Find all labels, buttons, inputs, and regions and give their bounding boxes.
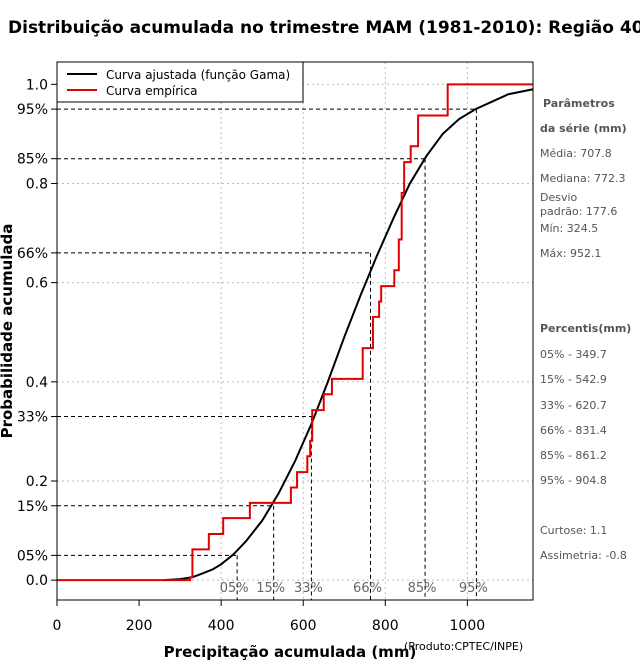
y-tick-label-9: 15% [17,499,48,515]
plot-frame [56,61,534,601]
percentile-guides: 05% 15% 33% 66% 85% 95% [57,108,488,600]
stat-assimetria: Assimetria: -0.8 [540,549,627,562]
stat-mediana: Mediana: 772.3 [540,172,626,185]
percentile-marker-label-2: 33% [294,581,323,596]
x-tick-label-0: 0 [53,618,62,634]
y-tick-label-8: 0.2 [26,474,48,490]
percentil-85: 85% - 861.2 [540,449,607,462]
stat-desvio-line1: Desvio [540,191,578,204]
y-tick-label-0: 1.0 [26,77,48,93]
series-line-1 [57,83,533,582]
y-tick-label-1: 95% [17,102,48,118]
y-tick-label-2: 85% [17,152,48,168]
x-tick-label-1: 200 [126,618,153,634]
product-credit: (Produto:CPTEC/INPE) [404,640,524,653]
percentile-marker-label-4: 85% [408,581,437,596]
axis-layer: 0 200 400 600 800 1000 1.0 95% 85% 0.8 66% 0.6 0.4 33… [17,77,485,634]
y-tick-label-4: 66% [17,246,48,262]
y-tick-label-10: 05% [17,548,48,564]
y-tick-label-6: 0.4 [26,375,48,391]
legend-label-1: Curva empírica [106,84,197,98]
x-tick-label-3: 600 [290,618,317,634]
percentile-marker-label-3: 66% [353,581,382,596]
percentile-marker-label-1: 15% [256,581,285,596]
stat-min: Mín: 324.5 [540,222,599,235]
legend-box [56,61,304,103]
y-tick-label-7: 33% [17,410,48,426]
params-title-line2: da série (mm) [540,122,627,135]
x-tick-label-5: 1000 [450,618,486,634]
grid-layer [57,62,533,600]
x-tick-label-2: 400 [208,618,235,634]
percentil-33: 33% - 620.7 [540,399,607,412]
params-title-line1: Parâmetros [543,97,615,110]
percentil-66: 66% - 831.4 [540,424,607,437]
percentil-15: 15% - 542.9 [540,373,607,386]
legend: Curva ajustada (função Gama) Curva empíri… [56,61,304,103]
stat-desvio-line2: padrão: 177.6 [540,205,618,218]
percentis-title: Percentis(mm) [540,322,632,335]
percentile-marker-label-0: 05% [220,581,249,596]
stat-media: Média: 707.8 [540,147,612,160]
y-tick-label-5: 0.6 [26,276,48,292]
x-axis-label: Precipitação acumulada (mm) [164,643,417,660]
legend-label-0: Curva ajustada (função Gama) [106,68,290,82]
percentil-05: 05% - 349.7 [540,348,607,361]
y-tick-label-11: 0.0 [26,573,48,589]
series-line-0 [163,88,534,582]
y-axis-label: Probabilidade acumulada [0,224,16,439]
stat-curtose: Curtose: 1.1 [540,524,608,537]
percentil-95: 95% - 904.8 [540,474,607,487]
x-tick-label-4: 800 [372,618,399,634]
series-layer [57,83,534,582]
percentile-marker-label-5: 95% [459,581,488,596]
y-tick-label-3: 0.8 [26,176,48,192]
stat-max: Máx: 952.1 [540,247,602,260]
chart-title: Distribuição acumulada no trimestre MAM … [8,18,640,38]
